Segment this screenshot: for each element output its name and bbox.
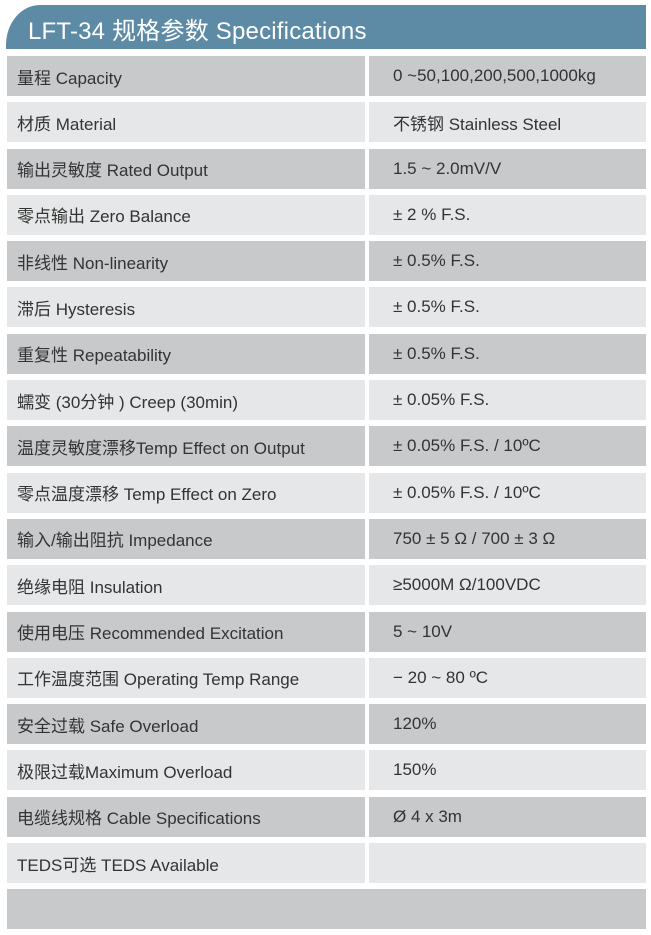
table-row: 安全过载 Safe Overload 120% [7,704,646,745]
spec-value: ± 0.05% F.S. / 10ºC [369,472,646,513]
spec-value: 不锈钢 Stainless Steel [369,102,646,143]
table-row: 输出灵敏度 Rated Output 1.5 ~ 2.0mV/V [7,148,646,189]
spec-label: 输入/输出阻抗 Impedance [7,518,365,559]
spec-value: ≥5000M Ω/100VDC [369,565,646,606]
spec-value: ± 0.5% F.S. [369,287,646,328]
spec-value: 750 ± 5 Ω / 700 ± 3 Ω [369,518,646,559]
spec-label: 绝缘电阻 Insulation [7,565,365,606]
spec-label: 电缆线规格 Cable Specifications [7,796,365,837]
spec-label: 零点温度漂移 Temp Effect on Zero [7,472,365,513]
table-row: 电缆线规格 Cable Specifications Ø 4 x 3m [7,796,646,837]
table-footer-row [7,889,646,930]
table-row: 绝缘电阻 Insulation ≥5000M Ω/100VDC [7,565,646,606]
table-row: 非线性 Non-linearity ± 0.5% F.S. [7,241,646,282]
spec-value: 1.5 ~ 2.0mV/V [369,148,646,189]
spec-value: 0 ~50,100,200,500,1000kg [369,56,646,96]
table-row: 工作温度范围 Operating Temp Range − 20 ~ 80 ºC [7,657,646,698]
spec-label: TEDS可选 TEDS Available [7,843,365,884]
table-row: 温度灵敏度漂移Temp Effect on Output ± 0.05% F.S.… [7,426,646,467]
spec-label: 非线性 Non-linearity [7,241,365,282]
table-row: 材质 Material 不锈钢 Stainless Steel [7,102,646,143]
spec-value: ± 2 % F.S. [369,194,646,235]
table-row: TEDS可选 TEDS Available [7,843,646,884]
spec-value: ± 0.05% F.S. [369,380,646,421]
table-row: 滞后 Hysteresis ± 0.5% F.S. [7,287,646,328]
spec-value [369,843,646,884]
spec-label: 输出灵敏度 Rated Output [7,148,365,189]
table-row: 重复性 Repeatability ± 0.5% F.S. [7,333,646,374]
spec-label: 使用电压 Recommended Excitation [7,611,365,652]
spec-label: 极限过载Maximum Overload [7,750,365,791]
spec-value: 120% [369,704,646,745]
table-row: 零点温度漂移 Temp Effect on Zero ± 0.05% F.S. /… [7,472,646,513]
spec-value: ± 0.5% F.S. [369,333,646,374]
spec-table: 量程 Capacity 0 ~50,100,200,500,1000kg 材质 Ma… [7,56,646,930]
spec-label: 滞后 Hysteresis [7,287,365,328]
spec-label: 重复性 Repeatability [7,333,365,374]
spec-label: 蠕变 (30分钟 ) Creep (30min) [7,380,365,421]
table-row: 使用电压 Recommended Excitation 5 ~ 10V [7,611,646,652]
table-row: 极限过载Maximum Overload 150% [7,750,646,791]
spec-value: 150% [369,750,646,791]
spec-value: Ø 4 x 3m [369,796,646,837]
spec-value: − 20 ~ 80 ºC [369,657,646,698]
table-row: 蠕变 (30分钟 ) Creep (30min) ± 0.05% F.S. [7,380,646,421]
table-row: 量程 Capacity 0 ~50,100,200,500,1000kg [7,56,646,96]
spec-label: 零点输出 Zero Balance [7,194,365,235]
table-row: 输入/输出阻抗 Impedance 750 ± 5 Ω / 700 ± 3 Ω [7,518,646,559]
spec-value: ± 0.05% F.S. / 10ºC [369,426,646,467]
spec-label: 材质 Material [7,102,365,143]
spec-value: ± 0.5% F.S. [369,241,646,282]
spec-label: 工作温度范围 Operating Temp Range [7,657,365,698]
spec-title: LFT-34 规格参数 Specifications [28,18,367,45]
spec-label: 安全过载 Safe Overload [7,704,365,745]
spec-label: 量程 Capacity [7,56,365,96]
table-row: 零点输出 Zero Balance ± 2 % F.S. [7,194,646,235]
spec-value: 5 ~ 10V [369,611,646,652]
spec-label: 温度灵敏度漂移Temp Effect on Output [7,426,365,467]
spec-header: LFT-34 规格参数 Specifications [6,5,646,49]
